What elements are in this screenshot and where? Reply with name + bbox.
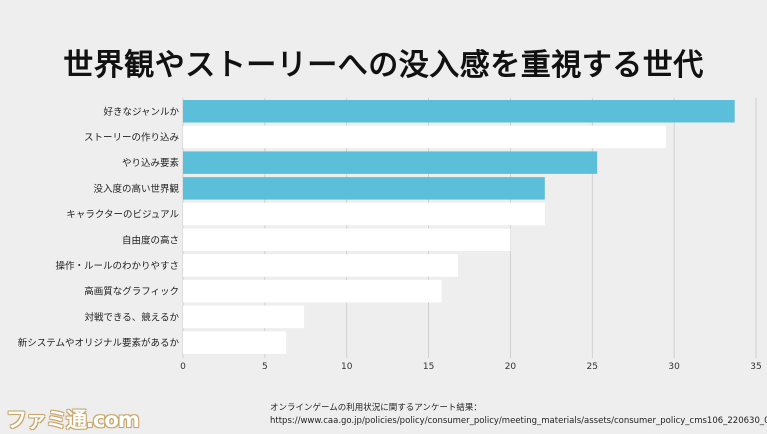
category-labels: 好きなジャンルかストーリーの作り込みやり込み要素没入度の高い世界観キャラクターの…: [18, 106, 180, 349]
category-label: やり込み要素: [122, 157, 180, 169]
x-tick-label: 10: [341, 362, 353, 372]
source-url: https://www.caa.go.jp/policies/policy/co…: [270, 416, 767, 426]
x-tick-label: 30: [668, 362, 680, 372]
category-label: 好きなジャンルか: [103, 106, 179, 118]
source-caption: オンラインゲームの利用状況に関するアンケート結果：: [270, 403, 482, 413]
x-tick-label: 0: [180, 362, 186, 372]
category-label: キャラクターのビジュアル: [66, 210, 179, 221]
bar-8: [183, 279, 442, 303]
x-tick-labels: 0 5 10 15 20 25 30 35: [180, 362, 762, 372]
category-label: 新システムやオリジナル要素があるか: [18, 337, 180, 349]
bar-10: [183, 331, 287, 354]
x-tick-label: 20: [505, 362, 517, 372]
category-label: ストーリーの作り込み: [84, 131, 179, 143]
bar-1: [183, 100, 735, 123]
bar-5: [183, 202, 545, 226]
bar-2: [183, 125, 666, 149]
bar-3: [183, 151, 598, 174]
x-tick-label: 35: [750, 362, 761, 372]
category-label: 対戦できる、競えるか: [84, 311, 179, 323]
bar-9: [183, 305, 305, 329]
bar-7: [183, 254, 459, 277]
x-tick-label: 5: [262, 362, 268, 372]
bar-6: [183, 228, 511, 251]
category-label: 自由度の高さ: [122, 234, 179, 246]
famitsu-watermark: ファミ通.com: [6, 408, 140, 432]
x-tick-label: 25: [587, 362, 598, 372]
chart-title: 世界観やストーリーへの没入感を重視する世代: [63, 48, 704, 83]
category-label: 操作・ルールのわかりやすさ: [55, 260, 179, 272]
category-label: 高画質なグラフィック: [84, 286, 179, 298]
bars: [183, 100, 735, 354]
bar-4: [183, 177, 545, 200]
x-tick-label: 15: [423, 362, 434, 372]
category-label: 没入度の高い世界観: [93, 183, 179, 195]
